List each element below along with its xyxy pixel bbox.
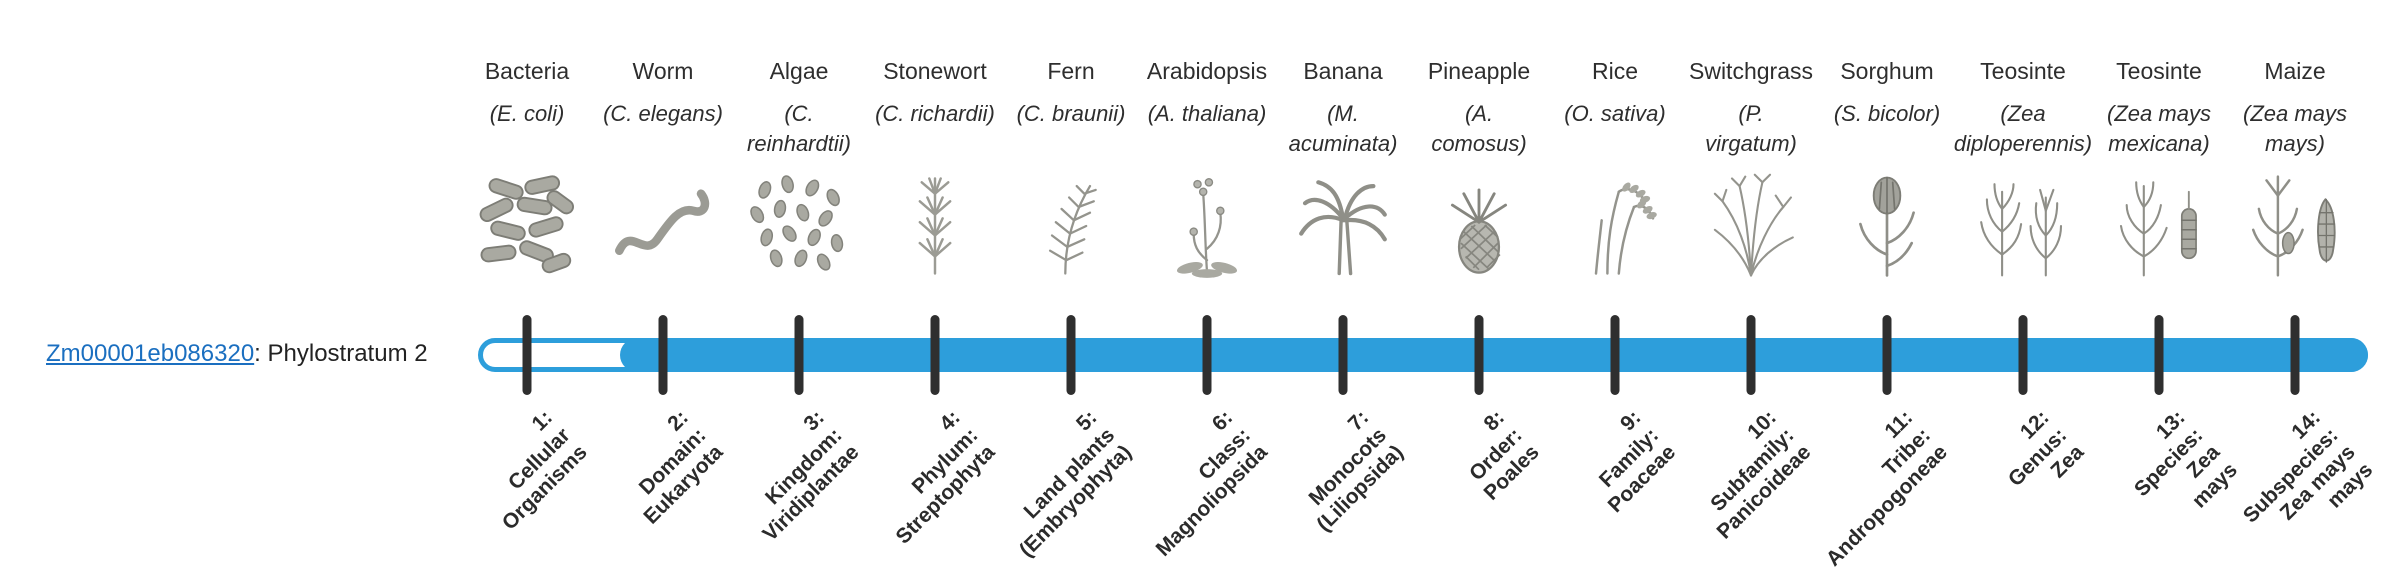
gene-id-link[interactable]: Zm00001eb086320	[46, 340, 255, 367]
organism-name: Teosinte	[2116, 58, 2202, 84]
gene-phylostratum-text: : Phylostratum 2	[254, 340, 428, 367]
organism-name: Pineapple	[1427, 58, 1531, 84]
phylostratum-tick	[2018, 315, 2028, 395]
column-stonewort: Stonewort (C. richardii) 4: Phylum: Stre…	[860, 0, 1010, 580]
organism-name: Fern	[1047, 58, 1095, 84]
phylostrata-bar-fill	[620, 338, 2368, 372]
fern-icon	[1014, 168, 1128, 284]
organism-latin-name: (Zea mays mays)	[2243, 101, 2347, 156]
organism-name: Switchgrass	[1689, 58, 1813, 84]
column-arabidopsis: Arabidopsis (A. thaliana) 6: Class: Magn…	[1132, 0, 1282, 580]
column-rice: Rice (O. sativa) 9: Fam	[1540, 0, 1690, 580]
organism-latin-name: (P. virgatum)	[1705, 101, 1797, 156]
phylostratum-tick	[1066, 315, 1076, 395]
stonewort-icon	[878, 168, 992, 284]
worm-icon	[606, 168, 720, 284]
phylostratum-label: 4: Phylum: Streptophyta	[892, 406, 1000, 549]
organism-name: Banana	[1303, 58, 1383, 84]
teosinte-mexicana-icon	[2102, 168, 2216, 284]
algae-icon	[742, 168, 856, 284]
phylostratum-tick	[1202, 315, 1212, 395]
phylostratum-label: 2: Domain: Eukaryota	[634, 406, 728, 529]
column-maize: Maize (Zea mays mays) 14: Subspecies: Ze…	[2220, 0, 2377, 580]
phylostratum-tick	[522, 315, 532, 395]
arabidopsis-icon	[1150, 168, 1264, 284]
organism-name: Maize	[2264, 58, 2326, 84]
organism-name: Arabidopsis	[1146, 58, 1268, 84]
column-teosinte-diploperennis: Teosinte (Zea diploperennis) 12: Genus: …	[1948, 0, 2098, 580]
phylostratum-label: 5: Land plants (Embryophyta)	[1014, 406, 1136, 562]
phylostratum-label: 12: Genus: Zea	[2003, 406, 2088, 491]
column-teosinte-mexicana: Teosinte (Zea mays mexicana) 13: Species…	[2084, 0, 2241, 580]
column-algae: Algae (C. reinhardtii) 3: Ki	[724, 0, 874, 580]
column-pineapple: Pineapple (A. comosus) 8: Order: Poales	[1404, 0, 1554, 580]
phylostratum-label: 11: Tribe: Andropogoneae	[1821, 406, 1952, 571]
column-worm: Worm (C. elegans) 2: Domain: Eukaryota	[588, 0, 738, 580]
organism-latin-name: (Zea mays mexicana)	[2107, 101, 2211, 156]
organism-latin-name: (A. comosus)	[1431, 101, 1527, 156]
phylostratum-label: 9: Family: Poaceae	[1594, 406, 1680, 518]
phylostratum-label: 3: Kingdom: Viridiplantae	[758, 406, 864, 546]
organism-name: Teosinte	[1980, 58, 2066, 84]
banana-tree-icon	[1286, 168, 1400, 284]
sorghum-icon	[1830, 168, 1944, 284]
phylostratum-label: 6: Class: Magnoliopsida	[1151, 406, 1272, 561]
switchgrass-icon	[1694, 168, 1808, 284]
organism-latin-name: (S. bicolor)	[1833, 101, 1941, 126]
phylostratum-tick	[2290, 315, 2300, 395]
organism-name: Stonewort	[883, 58, 987, 84]
phylostratum-label: 14: Subspecies: Zea mays mays	[2238, 406, 2378, 528]
column-bacteria: Bacteria (E. coli) 1: Cellular Organisms	[452, 0, 602, 580]
phylostratum-tick	[794, 315, 804, 395]
teosinte-diploperennis-icon	[1966, 168, 2080, 284]
phylostratum-tick	[658, 315, 668, 395]
phylostratum-tick	[1610, 315, 1620, 395]
organism-latin-name: (O. sativa)	[1564, 101, 1666, 126]
organism-name: Worm	[632, 58, 694, 84]
phylostratum-label: 7: Monocots (Liliopsida)	[1304, 406, 1408, 537]
phylostratum-tick	[1338, 315, 1348, 395]
phylostratum-tick	[2154, 315, 2164, 395]
organism-name: Rice	[1591, 58, 1638, 84]
organism-latin-name: (M. acuminata)	[1288, 101, 1398, 156]
organism-latin-name: (C. reinhardtii)	[747, 101, 851, 156]
phylostratum-tick	[1474, 315, 1484, 395]
organism-latin-name: (E. coli)	[489, 101, 565, 126]
phylostratum-tick	[1746, 315, 1756, 395]
organism-latin-name: (C. elegans)	[603, 101, 723, 126]
organism-name: Bacteria	[484, 58, 570, 84]
gene-label: Zm00001eb086320: Phylostratum 2	[46, 340, 428, 368]
organism-name: Algae	[769, 58, 829, 84]
column-fern: Fern (C. braunii) 5: Land plants (Embryo…	[996, 0, 1146, 580]
organism-latin-name: (C. richardii)	[875, 101, 995, 126]
organism-name: Sorghum	[1840, 58, 1934, 84]
phylostratum-label: 8: Order: Poales	[1464, 406, 1544, 505]
organism-latin-name: (C. braunii)	[1016, 101, 1126, 126]
column-sorghum: Sorghum (S. bicolor) 11: Tribe: Andropog…	[1812, 0, 1962, 580]
organism-latin-name: (A. thaliana)	[1147, 101, 1267, 126]
phylostratum-tick	[930, 315, 940, 395]
column-switchgrass: Switchgrass (P. virgatum) 10: Subfamily:…	[1676, 0, 1826, 580]
rice-plant-icon	[1558, 168, 1672, 284]
phylostratum-label: 1: Cellular Organisms	[498, 406, 592, 535]
maize-icon	[2238, 168, 2352, 284]
column-banana: Banana (M. acuminata) 7: Monocots (Lilio…	[1268, 0, 1418, 580]
bacteria-icon	[470, 168, 584, 284]
phylostratum-tick	[1882, 315, 1892, 395]
pineapple-icon	[1422, 168, 1536, 284]
organism-latin-name: (Zea diploperennis)	[1953, 101, 2093, 156]
